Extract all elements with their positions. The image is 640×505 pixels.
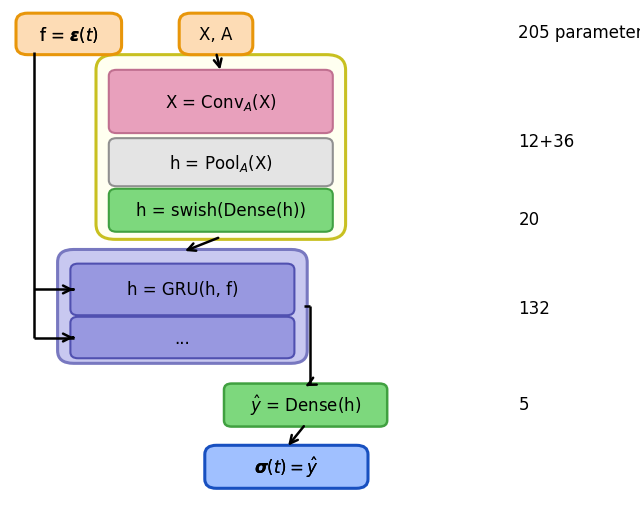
FancyBboxPatch shape [109, 71, 333, 134]
Text: X = Conv$_A$(X): X = Conv$_A$(X) [165, 92, 276, 113]
Text: ...: ... [175, 329, 190, 347]
FancyBboxPatch shape [179, 14, 253, 56]
Text: 132: 132 [518, 299, 550, 317]
FancyBboxPatch shape [109, 189, 333, 232]
Text: $\hat{y}$ = Dense(h): $\hat{y}$ = Dense(h) [250, 393, 361, 418]
Text: $\boldsymbol{\sigma}(t) = \hat{y}$: $\boldsymbol{\sigma}(t) = \hat{y}$ [254, 454, 319, 479]
Text: h = swish(Dense(h)): h = swish(Dense(h)) [136, 202, 306, 220]
Text: 12+36: 12+36 [518, 132, 575, 150]
FancyBboxPatch shape [224, 384, 387, 427]
Text: f = $\boldsymbol{\epsilon}(t)$: f = $\boldsymbol{\epsilon}(t)$ [39, 25, 99, 45]
FancyBboxPatch shape [70, 317, 294, 359]
Text: f = $\boldsymbol{\epsilon}(t)$: f = $\boldsymbol{\epsilon}(t)$ [39, 25, 99, 45]
FancyBboxPatch shape [70, 264, 294, 316]
FancyBboxPatch shape [16, 14, 122, 56]
FancyBboxPatch shape [58, 250, 307, 364]
Text: 5: 5 [518, 395, 529, 413]
Text: 20: 20 [518, 211, 540, 229]
FancyBboxPatch shape [205, 445, 368, 488]
Text: $\boldsymbol{\sigma}(t) = \hat{y}$: $\boldsymbol{\sigma}(t) = \hat{y}$ [254, 454, 319, 479]
Text: h = GRU(h, f): h = GRU(h, f) [127, 281, 238, 299]
FancyBboxPatch shape [96, 56, 346, 240]
Text: h = Pool$_A$(X): h = Pool$_A$(X) [169, 153, 273, 173]
Text: X, A: X, A [199, 26, 233, 44]
FancyBboxPatch shape [109, 139, 333, 187]
Text: 205 parameters: 205 parameters [518, 24, 640, 42]
